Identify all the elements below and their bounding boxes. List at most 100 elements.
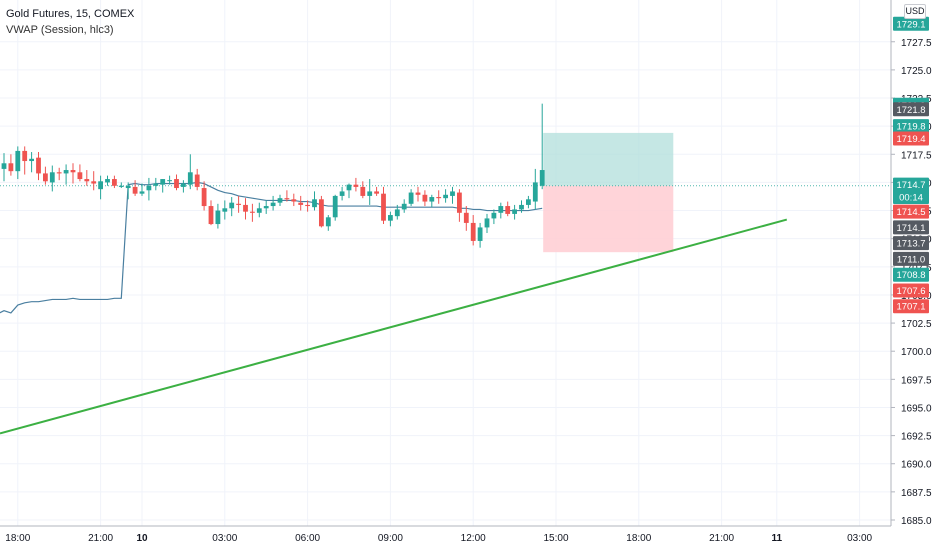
candle-body bbox=[284, 198, 290, 200]
candle-body bbox=[105, 179, 110, 183]
candle-body bbox=[381, 193, 386, 221]
candle-body bbox=[208, 206, 214, 225]
symbol-title: Gold Futures, 15, COMEX bbox=[6, 8, 135, 20]
candle-body bbox=[8, 163, 14, 172]
candle-body bbox=[112, 179, 117, 186]
candle-body bbox=[319, 199, 324, 227]
y-tick-label: 1685.0 bbox=[901, 516, 932, 527]
x-tick-label: 21:00 bbox=[709, 533, 734, 544]
y-tick-label: 1717.5 bbox=[901, 150, 932, 161]
candle-body bbox=[236, 203, 241, 205]
candle-body bbox=[532, 182, 538, 202]
candle-body bbox=[77, 172, 83, 180]
price-label-bg bbox=[893, 131, 929, 146]
candle-body bbox=[56, 172, 62, 174]
candle-body bbox=[84, 179, 90, 182]
candle-body bbox=[353, 184, 359, 187]
candle-body bbox=[463, 212, 469, 223]
trendline[interactable] bbox=[0, 218, 788, 435]
price-label: 1719.8 bbox=[896, 122, 925, 133]
price-label-bg bbox=[893, 16, 929, 31]
candle-body bbox=[187, 172, 193, 185]
candle-body bbox=[291, 199, 297, 202]
candle-body bbox=[298, 202, 304, 205]
candle-body bbox=[270, 202, 276, 207]
candle-body bbox=[312, 199, 317, 208]
candle-body bbox=[160, 179, 166, 185]
candle-body bbox=[139, 191, 145, 194]
price-label-bg bbox=[893, 299, 929, 314]
candle-body bbox=[325, 217, 331, 227]
stop-zone[interactable] bbox=[543, 185, 674, 253]
candle-body bbox=[36, 157, 41, 174]
candle-body bbox=[1, 163, 7, 169]
price-label-bg bbox=[893, 204, 929, 219]
y-tick-label: 1690.0 bbox=[901, 460, 932, 471]
candle-body bbox=[436, 197, 442, 199]
x-tick-label: 03:00 bbox=[212, 533, 237, 544]
candle-body bbox=[132, 186, 138, 194]
candle-body bbox=[43, 173, 48, 182]
target-zone[interactable] bbox=[543, 132, 674, 186]
candle-body bbox=[305, 204, 310, 207]
y-tick-label: 1702.5 bbox=[901, 319, 932, 330]
candle-body bbox=[15, 150, 21, 172]
candle-body bbox=[422, 194, 428, 202]
price-label-bg bbox=[893, 220, 929, 235]
candle-body bbox=[374, 191, 379, 194]
candle-body bbox=[491, 212, 497, 219]
candle-body bbox=[408, 192, 414, 204]
candle-body bbox=[222, 208, 228, 212]
price-label: 00:14 bbox=[899, 193, 923, 204]
candle-body bbox=[194, 174, 200, 187]
candle-body bbox=[519, 204, 524, 210]
x-tick-label: 15:00 bbox=[543, 533, 568, 544]
candle-body bbox=[526, 199, 531, 205]
price-label-bg bbox=[893, 236, 929, 251]
y-tick-label: 1700.0 bbox=[901, 347, 932, 358]
candle-body bbox=[174, 179, 179, 189]
candle-body bbox=[388, 215, 393, 221]
currency-badge[interactable]: USD bbox=[904, 4, 926, 19]
price-label: 1707.1 bbox=[896, 302, 925, 313]
candle-body bbox=[539, 170, 545, 186]
candle-body bbox=[181, 183, 186, 187]
price-label: 1714.1 bbox=[896, 223, 925, 234]
price-label: 1707.6 bbox=[896, 286, 925, 297]
x-tick-label: 12:00 bbox=[461, 533, 486, 544]
candle-body bbox=[346, 184, 352, 191]
candle-body bbox=[70, 170, 76, 173]
price-label-bg bbox=[893, 177, 929, 192]
candle-body bbox=[477, 227, 483, 241]
candle-body bbox=[146, 185, 152, 191]
candle-body bbox=[215, 210, 221, 225]
price-label: 1729.1 bbox=[896, 19, 925, 30]
candle-body bbox=[91, 181, 97, 184]
x-tick-label: 21:00 bbox=[88, 533, 113, 544]
candle-body bbox=[29, 158, 34, 162]
candle-body bbox=[229, 202, 235, 209]
y-tick-label: 1727.5 bbox=[901, 38, 932, 49]
candle-body bbox=[339, 191, 345, 196]
x-tick-label: 09:00 bbox=[378, 533, 403, 544]
x-tick-label: 10 bbox=[136, 533, 148, 544]
candle-body bbox=[443, 194, 448, 199]
price-label: 1719.4 bbox=[896, 134, 925, 145]
x-tick-label: 03:00 bbox=[847, 533, 872, 544]
candle-body bbox=[49, 172, 55, 183]
price-label-bg bbox=[893, 283, 929, 298]
vwap-legend: VWAP (Session, hlc3) bbox=[6, 24, 114, 36]
candle-body bbox=[22, 150, 28, 162]
candle-body bbox=[256, 208, 262, 213]
y-tick-label: 1695.0 bbox=[901, 403, 932, 414]
candle-body bbox=[153, 183, 159, 186]
candle-body bbox=[498, 206, 504, 213]
candle-body bbox=[505, 206, 511, 214]
candle-body bbox=[512, 209, 517, 214]
vwap-line bbox=[0, 181, 543, 314]
price-label-bg bbox=[893, 251, 929, 266]
candle-body bbox=[415, 192, 421, 195]
x-tick-label: 11 bbox=[772, 533, 783, 544]
